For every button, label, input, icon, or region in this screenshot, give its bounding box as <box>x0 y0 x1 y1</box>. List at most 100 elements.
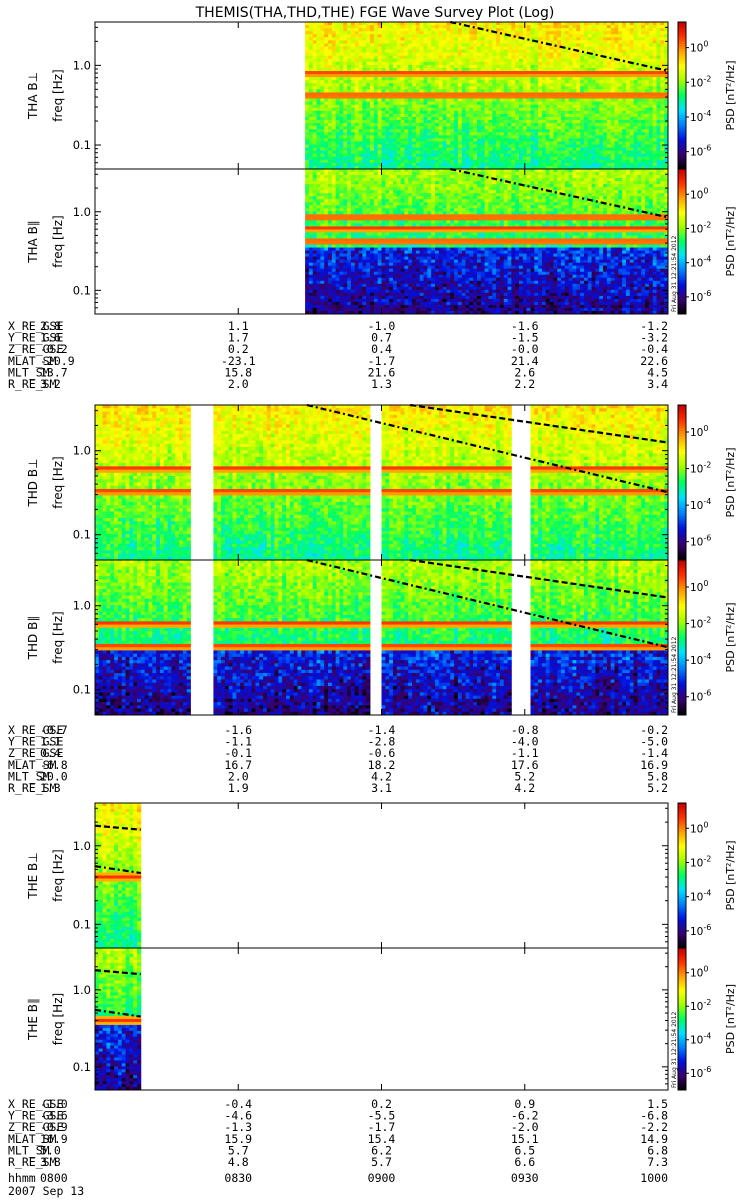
spectrogram-cell <box>649 40 653 43</box>
spectrogram-cell <box>439 132 443 135</box>
spectrogram-cell <box>305 278 309 281</box>
spectrogram-cell <box>641 148 645 151</box>
spectrogram-cell <box>618 50 622 53</box>
spectrogram-cell <box>362 160 366 163</box>
spectrogram-cell <box>382 47 386 50</box>
spectrogram-cell <box>313 59 317 62</box>
spectrogram-cell <box>592 126 596 129</box>
spectrogram-cell <box>557 80 561 83</box>
spectrogram-cell <box>427 37 431 40</box>
spectrogram-cell <box>603 120 607 123</box>
spectrogram-cell <box>328 163 332 166</box>
spectrogram-cell <box>546 92 550 95</box>
spectrogram-cell <box>389 99 393 102</box>
spectrogram-cell <box>397 68 401 71</box>
spectrogram-cell <box>320 175 324 178</box>
spectrogram-cell <box>305 293 309 296</box>
spectrogram-cell <box>519 105 523 108</box>
spectrogram-cell <box>443 148 447 151</box>
spectrogram-cell <box>557 56 561 59</box>
spectrogram-cell <box>305 229 309 232</box>
spectrogram-cell <box>561 126 565 129</box>
spectrogram-cell <box>378 89 382 92</box>
spectrogram-cell <box>588 43 592 46</box>
spectrogram-cell <box>496 59 500 62</box>
spectrogram-cell <box>508 47 512 50</box>
spectrogram-cell <box>657 138 661 141</box>
spectrogram-cell <box>347 25 351 28</box>
spectrogram-cell <box>653 111 657 114</box>
spectrogram-cell <box>397 154 401 157</box>
spectrogram-cell <box>607 151 611 154</box>
spectrogram-cell <box>523 138 527 141</box>
spectrogram-cell <box>569 92 573 95</box>
spectrogram-cell <box>553 163 557 166</box>
spectrogram-cell <box>603 111 607 114</box>
spectrogram-cell <box>359 145 363 148</box>
spectrogram-cell <box>660 47 664 50</box>
spectrogram-cell <box>336 132 340 135</box>
spectrogram-cell <box>515 111 519 114</box>
spectrogram-cell <box>553 56 557 59</box>
spectrogram-cell <box>328 175 332 178</box>
spectrogram-cell <box>565 111 569 114</box>
spectrogram-cell <box>515 80 519 83</box>
spectrogram-cell <box>553 138 557 141</box>
spectrogram-cell <box>324 269 328 272</box>
spectrogram-cell <box>317 172 321 175</box>
spectrogram-cell <box>332 187 336 190</box>
spectrogram-cell <box>481 145 485 148</box>
spectrogram-cell <box>355 151 359 154</box>
spectrogram-cell <box>336 31 340 34</box>
spectrogram-cell <box>469 34 473 37</box>
spectrogram-cell <box>431 126 435 129</box>
spectrogram-cell <box>313 68 317 71</box>
spectrogram-cell <box>645 83 649 86</box>
spectrogram-cell <box>412 141 416 144</box>
spectrogram-cell <box>324 235 328 238</box>
spectrogram-cell <box>366 53 370 56</box>
spectrogram-cell <box>634 43 638 46</box>
spectrogram-cell <box>328 296 332 299</box>
spectrogram-cell <box>439 65 443 68</box>
spectrogram-cell <box>382 105 386 108</box>
spectrogram-cell <box>527 145 531 148</box>
spectrogram-cell <box>481 56 485 59</box>
spectrogram-cell <box>523 86 527 89</box>
spectrogram-cell <box>317 25 321 28</box>
spectrogram-cell <box>309 211 313 214</box>
spectrogram-cell <box>320 184 324 187</box>
spectrogram-cell <box>584 163 588 166</box>
spectrogram-cell <box>397 157 401 160</box>
spectrogram-cell <box>366 148 370 151</box>
spectrogram-cell <box>408 89 412 92</box>
spectrogram-cell <box>534 22 538 25</box>
spectrogram-cell <box>404 34 408 37</box>
spectrogram-cell <box>653 154 657 157</box>
spectrogram-cell <box>443 53 447 56</box>
spectrogram-cell <box>527 83 531 86</box>
spectrogram-cell <box>355 120 359 123</box>
spectrogram-cell <box>645 31 649 34</box>
spectrogram-cell <box>565 141 569 144</box>
spectrogram-cell <box>397 151 401 154</box>
spectrogram-cell <box>580 89 584 92</box>
spectrogram-cell <box>389 53 393 56</box>
spectrogram-cell <box>359 56 363 59</box>
spectrogram-cell <box>420 50 424 53</box>
spectrogram-cell <box>485 145 489 148</box>
spectrogram-cell <box>530 135 534 138</box>
spectrogram-cell <box>347 145 351 148</box>
spectrogram-cell <box>653 135 657 138</box>
spectrogram-cell <box>446 92 450 95</box>
spectrogram-cell <box>320 305 324 308</box>
spectrogram-cell <box>630 145 634 148</box>
spectrogram-cell <box>622 80 626 83</box>
spectrogram-cell <box>359 77 363 80</box>
spectrogram-cell <box>446 83 450 86</box>
spectrogram-cell <box>370 71 374 74</box>
spectrogram-cell <box>374 77 378 80</box>
spectrogram-cell <box>343 47 347 50</box>
spectrogram-cell <box>477 59 481 62</box>
spectrogram-cell <box>336 120 340 123</box>
